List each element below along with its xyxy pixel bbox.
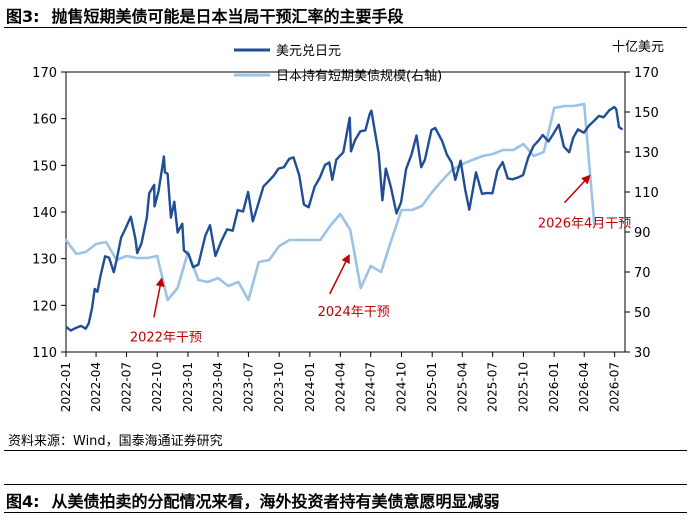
annotation-arrow-line xyxy=(153,286,161,318)
annotation-arrow-head xyxy=(155,277,165,288)
right-tick-label: 130 xyxy=(634,146,659,161)
series-line-japan-tbill-holdings xyxy=(64,102,596,302)
x-tick-label: 2024-07 xyxy=(364,362,378,412)
annotation-arrow-line xyxy=(564,180,586,204)
left-tick-label: 140 xyxy=(32,206,57,221)
right-tick-label: 150 xyxy=(634,106,659,121)
left-tick-label: 150 xyxy=(32,159,57,174)
x-tick-label: 2023-10 xyxy=(272,362,286,412)
left-tick-label: 120 xyxy=(32,299,57,314)
annotation-label: 2022年干预 xyxy=(130,330,202,345)
figure3-number: 图3: xyxy=(6,7,40,26)
left-tick-label: 160 xyxy=(32,113,57,128)
annotation-arrow-head xyxy=(581,174,591,185)
x-tick-label: 2023-01 xyxy=(181,362,195,412)
right-tick-label: 170 xyxy=(634,66,659,81)
annotation-arrow-line xyxy=(329,261,347,295)
right-tick-label: 90 xyxy=(634,226,651,241)
x-tick-label: 2023-04 xyxy=(211,362,225,412)
x-tick-label: 2025-04 xyxy=(455,362,469,412)
right-axis-unit: 十亿美元 xyxy=(612,40,664,55)
left-tick-label: 130 xyxy=(32,253,57,268)
right-tick-label: 110 xyxy=(634,186,659,201)
figure3-title-rule xyxy=(4,27,687,28)
x-tick-label: 2024-04 xyxy=(333,362,347,412)
usdjpy-holdings-chart: 110 120 130 140 150 160 170 30 50 70 90 110 130 150 17… xyxy=(32,40,664,412)
right-tick-label: 70 xyxy=(634,266,651,281)
annotation-label: 2024年干预 xyxy=(318,305,390,320)
x-tick-label: 2025-07 xyxy=(486,362,500,412)
figure4-title-text: 从美债拍卖的分配情况来看，海外投资者持有美债意愿明显减弱 xyxy=(51,492,500,511)
x-tick-label: 2026-04 xyxy=(577,362,591,412)
annotation-label: 2026年4月干预 xyxy=(538,217,631,232)
source-rule xyxy=(4,450,687,451)
annotation-arrow-head xyxy=(341,254,350,265)
right-tick-label: 50 xyxy=(634,306,651,321)
x-tick-label: 2025-01 xyxy=(425,362,439,412)
figure3-title: 图3: 抛售短期美债可能是日本当局干预汇率的主要手段 xyxy=(6,3,404,27)
left-tick-label: 170 xyxy=(32,66,57,81)
source-note: 资料来源：Wind，国泰海通证券研究 xyxy=(8,434,223,449)
left-tick-label: 110 xyxy=(32,346,57,361)
x-tick-label: 2025-10 xyxy=(516,362,530,412)
x-tick-label: 2022-07 xyxy=(119,362,133,412)
x-tick-label: 2024-10 xyxy=(394,362,408,412)
legend-label-usdjpy: 美元兑日元 xyxy=(276,44,341,59)
x-tick-label: 2022-10 xyxy=(150,362,164,412)
x-tick-label: 2022-01 xyxy=(59,362,73,412)
x-tick-label: 2022-04 xyxy=(89,362,103,412)
x-tick-label: 2023-07 xyxy=(241,362,255,412)
figure4-title: 图4: 从美债拍卖的分配情况来看，海外投资者持有美债意愿明显减弱 xyxy=(6,488,500,512)
x-tick-label: 2026-07 xyxy=(608,362,622,412)
figure4-number: 图4: xyxy=(6,492,40,511)
x-tick-label: 2026-01 xyxy=(547,362,561,412)
right-tick-label: 30 xyxy=(634,346,651,361)
figure4-top-rule xyxy=(4,484,687,485)
x-tick-label: 2024-01 xyxy=(303,362,317,412)
figure3-title-text: 抛售短期美债可能是日本当局干预汇率的主要手段 xyxy=(51,7,404,26)
figure4-title-rule xyxy=(4,512,687,513)
series-line-usdjpy xyxy=(65,105,623,332)
legend-label-holdings: 日本持有短期美债规模(右轴) xyxy=(276,69,442,84)
